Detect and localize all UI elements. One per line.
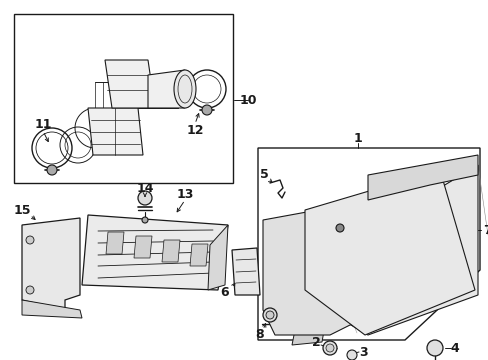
Text: 3: 3 (359, 346, 367, 359)
Polygon shape (231, 248, 260, 295)
Text: 13: 13 (176, 189, 193, 202)
Circle shape (265, 311, 273, 319)
Circle shape (426, 340, 442, 356)
Polygon shape (207, 225, 227, 290)
Polygon shape (22, 218, 80, 310)
Text: 1: 1 (353, 131, 362, 144)
Circle shape (323, 341, 336, 355)
Polygon shape (105, 60, 155, 108)
Polygon shape (291, 325, 325, 345)
Text: 8: 8 (255, 328, 264, 342)
Text: 4: 4 (450, 342, 458, 355)
Circle shape (26, 286, 34, 294)
Polygon shape (263, 205, 359, 335)
Polygon shape (134, 236, 152, 258)
Circle shape (47, 165, 57, 175)
Polygon shape (22, 300, 82, 318)
Polygon shape (162, 240, 180, 262)
Polygon shape (305, 170, 474, 335)
Ellipse shape (174, 70, 196, 108)
Text: 12: 12 (186, 123, 203, 136)
Text: 6: 6 (220, 287, 229, 300)
Text: 2: 2 (311, 336, 320, 348)
Polygon shape (190, 244, 207, 266)
Circle shape (263, 308, 276, 322)
Circle shape (26, 236, 34, 244)
Polygon shape (106, 232, 124, 254)
Polygon shape (148, 70, 184, 108)
Polygon shape (367, 155, 477, 200)
Polygon shape (278, 253, 297, 270)
Text: 9: 9 (325, 211, 334, 225)
Circle shape (346, 350, 356, 360)
Polygon shape (88, 108, 142, 155)
Circle shape (325, 344, 333, 352)
Polygon shape (299, 165, 477, 335)
Polygon shape (278, 275, 297, 292)
Circle shape (142, 217, 148, 223)
Polygon shape (82, 215, 227, 290)
Text: 11: 11 (34, 118, 52, 131)
Text: 5: 5 (259, 168, 268, 181)
Text: 15: 15 (13, 203, 31, 216)
Text: 10: 10 (239, 94, 256, 107)
Text: 14: 14 (136, 181, 153, 194)
Circle shape (138, 191, 152, 205)
Text: 7: 7 (482, 224, 488, 237)
Circle shape (202, 105, 212, 115)
Circle shape (335, 224, 343, 232)
